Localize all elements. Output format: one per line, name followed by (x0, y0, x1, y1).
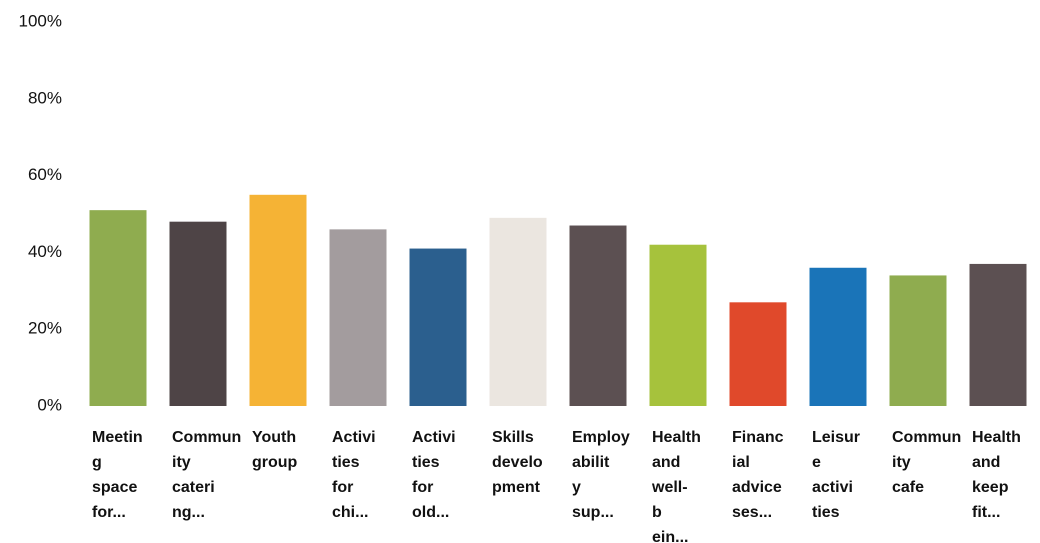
y-tick-label: 0% (37, 395, 62, 414)
x-tick-label: Health (652, 429, 701, 446)
x-tick-label: cateri (172, 479, 215, 496)
x-tick-label: Employ (572, 429, 630, 446)
bar (729, 302, 787, 406)
x-tick-label: ity (172, 454, 191, 471)
x-tick-label: e (812, 454, 821, 471)
x-tick-label: sup... (572, 504, 614, 521)
x-tick-label: Skills (492, 429, 534, 446)
x-tick-label: Leisur (812, 429, 860, 446)
y-tick-label: 60% (28, 165, 62, 184)
y-tick-label: 40% (28, 242, 62, 261)
x-tick-label: Activi (412, 429, 456, 446)
x-tick-label: for (412, 479, 433, 496)
x-tick-label: activi (812, 479, 853, 496)
x-tick-label: group (252, 454, 298, 471)
bar (569, 225, 627, 406)
x-tick-label: Activi (332, 429, 376, 446)
x-tick-label: g (92, 454, 102, 471)
bar (249, 194, 307, 406)
x-tick-label: old... (412, 504, 449, 521)
y-tick-label: 100% (19, 11, 62, 30)
x-tick-label: y (572, 479, 581, 496)
x-tick-label: advice (732, 479, 782, 496)
x-tick-label: ties (412, 454, 440, 471)
bar (809, 267, 867, 406)
x-tick-label: cafe (892, 479, 924, 496)
bar (169, 221, 227, 406)
x-tick-label: ial (732, 454, 750, 471)
x-tick-label: Financ (732, 429, 784, 446)
x-tick-label: ties (332, 454, 360, 471)
x-tick-label: pment (492, 479, 541, 496)
bar (89, 210, 147, 406)
x-tick-label: and (652, 454, 680, 471)
y-tick-label: 20% (28, 319, 62, 338)
x-tick-label: ein... (652, 529, 688, 543)
x-tick-label: develo (492, 454, 543, 471)
bar (889, 275, 947, 406)
x-tick-label: and (972, 454, 1000, 471)
x-tick-label: Meetin (92, 429, 143, 446)
x-tick-label: fit... (972, 504, 1000, 521)
bar (489, 217, 547, 406)
x-tick-label: chi... (332, 504, 368, 521)
bar (409, 248, 467, 406)
bar (649, 244, 707, 406)
x-tick-label: for... (92, 504, 126, 521)
x-tick-label: Youth (252, 429, 296, 446)
x-tick-label: ties (812, 504, 840, 521)
x-tick-label: Commun (172, 429, 241, 446)
bar (329, 229, 387, 406)
x-tick-label: b (652, 504, 662, 521)
bar (969, 263, 1027, 406)
x-tick-label: well- (651, 479, 688, 496)
x-tick-label: Commun (892, 429, 961, 446)
x-tick-label: ses... (732, 504, 772, 521)
x-tick-label: ng... (172, 504, 205, 521)
y-tick-label: 80% (28, 88, 62, 107)
x-tick-label: space (92, 479, 137, 496)
x-tick-label: abilit (572, 454, 610, 471)
x-tick-label: keep (972, 479, 1009, 496)
x-tick-label: Health (972, 429, 1021, 446)
x-tick-label: for (332, 479, 353, 496)
x-tick-label: ity (892, 454, 911, 471)
